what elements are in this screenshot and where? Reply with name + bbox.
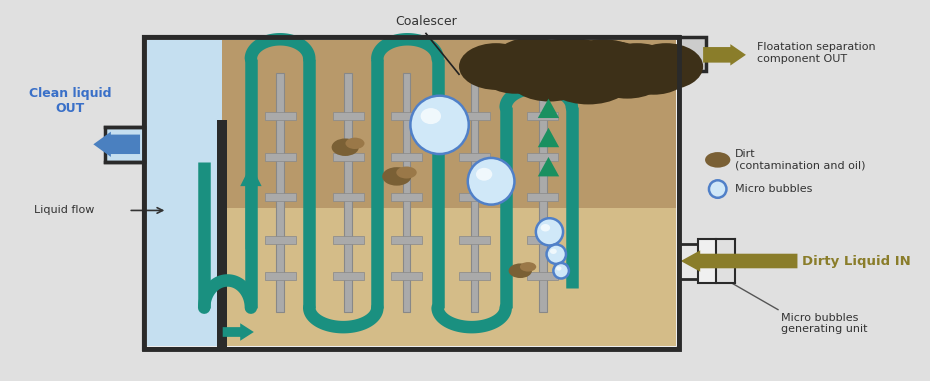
FancyArrow shape — [681, 250, 797, 272]
Bar — [264, 193, 296, 201]
Ellipse shape — [581, 41, 644, 72]
Text: Coalescer: Coalescer — [395, 14, 457, 27]
Bar — [403, 73, 410, 312]
Ellipse shape — [495, 180, 512, 190]
Bar — [391, 112, 422, 120]
Circle shape — [709, 180, 726, 198]
Ellipse shape — [550, 249, 557, 254]
FancyArrow shape — [240, 165, 261, 249]
Ellipse shape — [596, 43, 678, 94]
Ellipse shape — [589, 54, 666, 99]
Bar — [333, 272, 364, 280]
Bar — [344, 73, 352, 312]
Bar — [459, 112, 490, 120]
Bar — [333, 236, 364, 244]
Ellipse shape — [540, 224, 551, 232]
Bar — [527, 236, 558, 244]
Circle shape — [410, 96, 469, 154]
Bar — [698, 239, 716, 283]
Ellipse shape — [492, 37, 574, 88]
FancyArrow shape — [222, 323, 254, 341]
Ellipse shape — [484, 181, 509, 197]
Ellipse shape — [509, 55, 591, 101]
Ellipse shape — [630, 43, 703, 90]
Ellipse shape — [420, 108, 441, 124]
Circle shape — [536, 218, 563, 245]
Bar — [527, 112, 558, 120]
Circle shape — [547, 245, 566, 264]
Bar — [527, 272, 558, 280]
Bar — [264, 272, 296, 280]
Bar — [391, 153, 422, 161]
Ellipse shape — [509, 263, 532, 278]
Bar — [527, 193, 558, 201]
Text: Dirty Liquid IN: Dirty Liquid IN — [803, 255, 911, 267]
Circle shape — [553, 263, 569, 279]
Bar — [264, 112, 296, 120]
Polygon shape — [538, 99, 559, 118]
Bar — [105, 127, 144, 162]
Bar — [459, 153, 490, 161]
Ellipse shape — [482, 55, 550, 94]
Bar — [679, 243, 700, 279]
Bar — [333, 193, 364, 201]
Bar — [217, 120, 227, 349]
Polygon shape — [538, 128, 559, 147]
Polygon shape — [538, 157, 559, 176]
Bar — [264, 236, 296, 244]
Text: Micro bubbles
generating unit: Micro bubbles generating unit — [781, 312, 868, 334]
Ellipse shape — [558, 39, 647, 94]
Ellipse shape — [345, 138, 365, 149]
Ellipse shape — [382, 167, 411, 186]
Bar — [527, 153, 558, 161]
Circle shape — [468, 158, 514, 205]
Ellipse shape — [396, 166, 417, 179]
Text: Dirt
(contamination and oil): Dirt (contamination and oil) — [736, 149, 866, 171]
Text: Micro bubbles: Micro bubbles — [736, 184, 813, 194]
Bar — [264, 153, 296, 161]
Text: Floatation separation
component OUT: Floatation separation component OUT — [757, 42, 875, 64]
Ellipse shape — [459, 43, 533, 90]
Ellipse shape — [705, 152, 730, 168]
Bar — [459, 193, 490, 201]
Ellipse shape — [332, 138, 359, 156]
Bar — [391, 193, 422, 201]
Bar — [471, 73, 478, 312]
Bar — [459, 236, 490, 244]
Ellipse shape — [476, 168, 492, 181]
Ellipse shape — [556, 266, 562, 271]
Ellipse shape — [525, 38, 610, 91]
Text: Liquid flow: Liquid flow — [34, 205, 95, 215]
Bar — [276, 73, 284, 312]
Ellipse shape — [618, 54, 688, 95]
Bar — [144, 37, 679, 349]
Bar — [147, 40, 221, 346]
Bar — [538, 73, 547, 312]
Bar — [221, 40, 676, 208]
Bar — [391, 236, 422, 244]
Ellipse shape — [539, 38, 608, 71]
Bar — [679, 37, 706, 71]
Ellipse shape — [544, 54, 633, 104]
Bar — [391, 272, 422, 280]
Bar — [333, 112, 364, 120]
Bar — [333, 153, 364, 161]
Text: Clean liquid
OUT: Clean liquid OUT — [29, 87, 112, 115]
Bar — [459, 272, 490, 280]
Bar — [144, 37, 679, 349]
Bar — [221, 208, 676, 346]
FancyArrow shape — [93, 132, 140, 157]
Ellipse shape — [520, 262, 537, 272]
FancyArrow shape — [703, 44, 746, 66]
Ellipse shape — [504, 41, 562, 72]
